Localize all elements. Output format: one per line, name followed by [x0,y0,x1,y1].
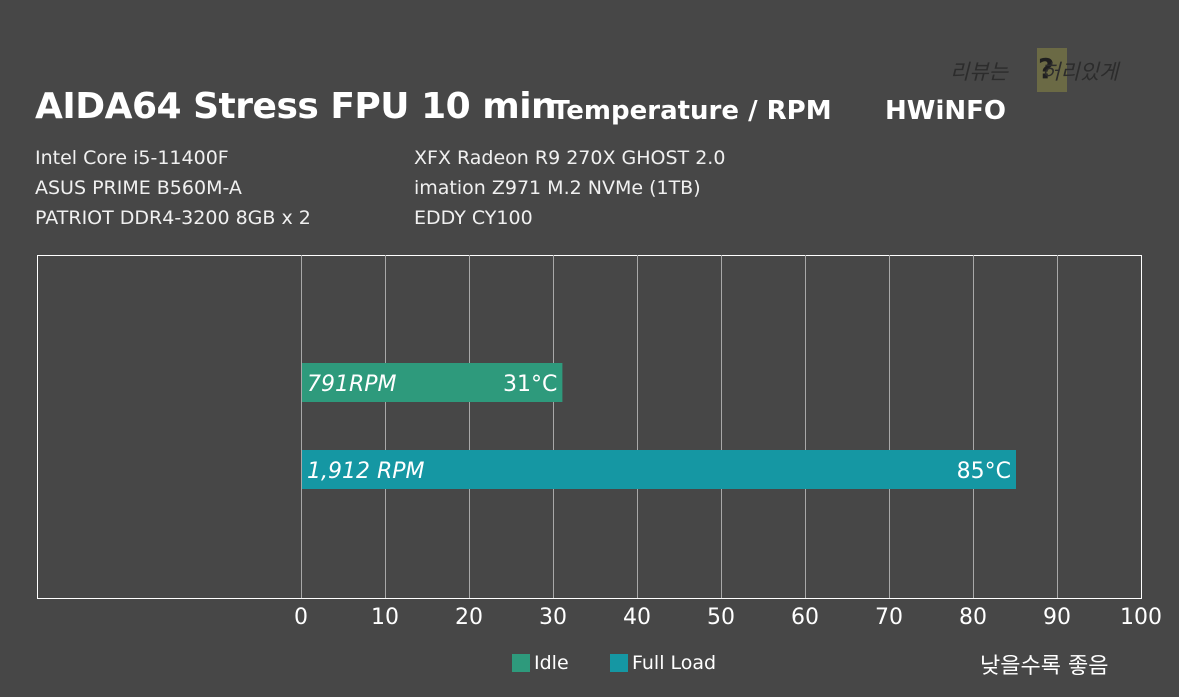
bar-value-label-full-load: 85°C [957,459,1011,484]
chart-subtitle: Temperature / RPM [552,96,832,126]
x-tick-label: 100 [1120,605,1162,630]
x-tick-label: 20 [455,605,483,630]
watermark-question-mark: ? [1038,52,1055,85]
bar-full-load [302,450,1016,489]
watermark-right: 허리있게 [1041,60,1119,84]
watermark-logo-box [1037,48,1067,92]
x-tick-label: 90 [1043,605,1071,630]
spec-cpu: Intel Core i5-11400F [35,147,229,169]
watermark-left: 리뷰는 [950,60,1008,84]
spec-memory: PATRIOT DDR4-3200 8GB x 2 [35,207,311,229]
legend-swatch-idle [512,654,530,672]
x-tick-label: 70 [875,605,903,630]
x-tick-label: 30 [539,605,567,630]
x-tick-label: 10 [371,605,399,630]
legend-label-full-load: Full Load [632,652,717,674]
legend-label-idle: Idle [534,652,569,674]
spec-storage: imation Z971 M.2 NVMe (1TB) [414,177,701,199]
x-tick-label: 40 [623,605,651,630]
x-tick-label: 50 [707,605,735,630]
bar-rpm-label-idle: 791RPM [307,372,397,397]
x-tick-label: 80 [959,605,987,630]
bar-value-label-idle: 31°C [503,372,557,397]
plot-area [37,255,1142,599]
spec-cooler: EDDY CY100 [414,207,533,229]
legend-swatch-full-load [610,654,628,672]
lower-is-better-note: 낮을수록 좋음 [980,654,1109,679]
spec-motherboard: ASUS PRIME B560M-A [35,177,242,199]
x-tick-label: 60 [791,605,819,630]
spec-gpu: XFX Radeon R9 270X GHOST 2.0 [414,147,726,169]
source-label: HWiNFO [885,96,1006,126]
chart-title: AIDA64 Stress FPU 10 min [35,86,557,127]
bar-rpm-label-full-load: 1,912 RPM [307,459,425,484]
bar-idle [302,363,563,402]
x-tick-label: 0 [294,605,308,630]
